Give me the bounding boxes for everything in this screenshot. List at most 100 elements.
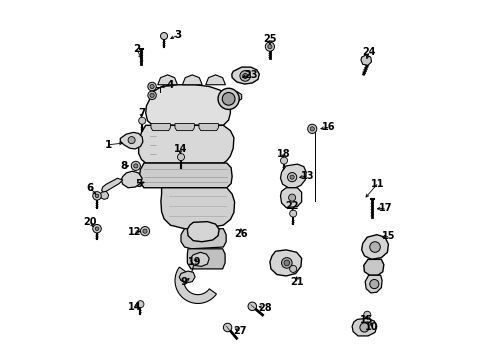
Polygon shape (179, 271, 195, 283)
Polygon shape (360, 55, 371, 66)
Circle shape (363, 311, 370, 318)
Circle shape (95, 194, 99, 198)
Text: 25: 25 (263, 34, 276, 44)
Text: 14: 14 (127, 302, 141, 312)
Text: 10: 10 (364, 323, 378, 333)
Circle shape (150, 84, 154, 89)
Circle shape (133, 164, 138, 168)
Polygon shape (158, 75, 177, 85)
Polygon shape (181, 229, 225, 249)
Circle shape (140, 226, 149, 236)
Polygon shape (205, 75, 225, 85)
Text: 5: 5 (135, 179, 142, 189)
Circle shape (160, 32, 167, 40)
Polygon shape (121, 171, 142, 188)
Text: 11: 11 (370, 179, 384, 189)
Text: 15: 15 (359, 315, 372, 325)
Circle shape (223, 323, 231, 332)
Circle shape (93, 224, 101, 233)
Polygon shape (151, 123, 170, 131)
Polygon shape (280, 164, 305, 188)
Text: 20: 20 (83, 217, 97, 227)
Polygon shape (175, 123, 194, 131)
Polygon shape (187, 222, 219, 242)
Text: 14: 14 (173, 144, 186, 154)
Circle shape (265, 42, 274, 51)
Circle shape (281, 258, 291, 268)
Circle shape (359, 323, 368, 332)
Circle shape (288, 173, 295, 180)
Circle shape (369, 279, 378, 289)
Text: 9: 9 (181, 277, 188, 287)
Text: 6: 6 (86, 183, 94, 193)
Polygon shape (100, 191, 108, 199)
Polygon shape (351, 318, 376, 336)
Text: 13: 13 (301, 171, 314, 181)
Circle shape (218, 88, 239, 109)
Circle shape (150, 93, 154, 98)
Text: 24: 24 (361, 47, 375, 57)
Text: 18: 18 (276, 149, 289, 158)
Circle shape (240, 71, 250, 81)
Circle shape (288, 194, 295, 201)
Polygon shape (199, 123, 218, 131)
Polygon shape (139, 125, 233, 163)
Polygon shape (363, 259, 383, 275)
Polygon shape (102, 178, 122, 192)
Text: 8: 8 (120, 161, 127, 171)
Text: 16: 16 (322, 122, 335, 132)
Polygon shape (190, 252, 209, 266)
Circle shape (289, 210, 296, 217)
Circle shape (267, 45, 271, 49)
Circle shape (128, 136, 135, 144)
Text: 27: 27 (233, 326, 246, 336)
Polygon shape (182, 75, 202, 85)
Circle shape (289, 175, 294, 179)
Circle shape (93, 192, 101, 200)
Polygon shape (145, 85, 230, 125)
Text: 12: 12 (127, 227, 141, 237)
Polygon shape (365, 275, 381, 293)
Circle shape (287, 172, 296, 182)
Text: 19: 19 (187, 257, 201, 267)
Text: 21: 21 (289, 277, 303, 287)
Text: 3: 3 (174, 30, 181, 40)
Polygon shape (280, 188, 301, 207)
Text: 17: 17 (378, 203, 391, 213)
Circle shape (242, 73, 247, 78)
Polygon shape (231, 67, 259, 84)
Circle shape (95, 227, 99, 230)
Circle shape (307, 124, 316, 134)
Polygon shape (161, 188, 234, 229)
Polygon shape (228, 92, 241, 102)
Polygon shape (361, 235, 387, 259)
Circle shape (142, 229, 147, 233)
Circle shape (247, 302, 256, 311)
Text: 4: 4 (166, 80, 174, 90)
Text: 23: 23 (244, 70, 257, 80)
Polygon shape (139, 163, 232, 188)
Text: 26: 26 (234, 229, 247, 239)
Text: 1: 1 (105, 140, 112, 150)
Polygon shape (269, 250, 301, 276)
Polygon shape (120, 132, 142, 149)
Text: 15: 15 (382, 231, 395, 242)
Circle shape (139, 117, 145, 124)
Circle shape (309, 127, 314, 131)
Circle shape (147, 82, 156, 91)
Text: 7: 7 (138, 108, 145, 118)
Circle shape (289, 265, 296, 273)
Text: 22: 22 (285, 202, 298, 211)
Polygon shape (187, 249, 224, 269)
Circle shape (131, 161, 140, 171)
Circle shape (284, 260, 289, 266)
Circle shape (222, 93, 235, 105)
Circle shape (369, 242, 380, 252)
Circle shape (147, 91, 156, 100)
Text: 28: 28 (258, 303, 271, 313)
Text: 2: 2 (133, 45, 140, 54)
Circle shape (137, 301, 143, 308)
Circle shape (177, 154, 184, 161)
Circle shape (280, 157, 287, 164)
Polygon shape (175, 267, 216, 303)
